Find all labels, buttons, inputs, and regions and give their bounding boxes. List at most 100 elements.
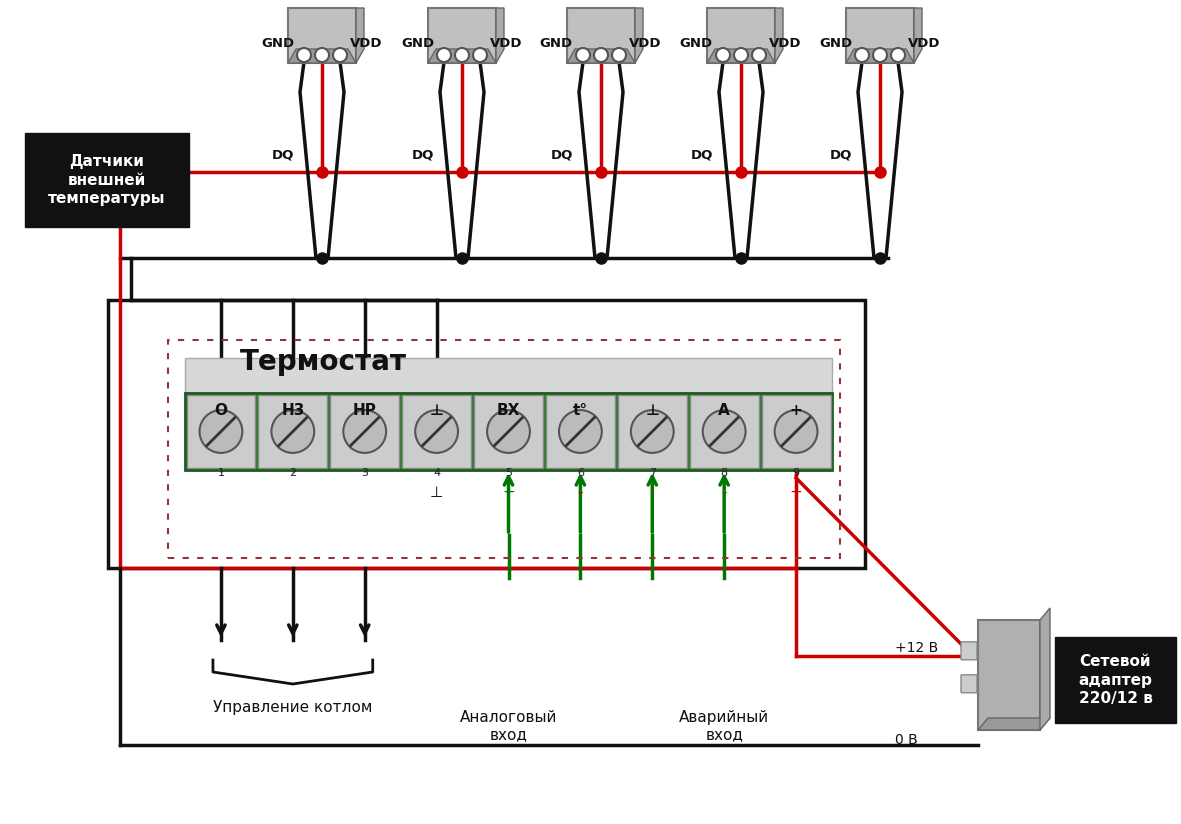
Text: DQ: DQ (829, 148, 852, 162)
Text: +: + (502, 485, 515, 500)
Circle shape (559, 410, 602, 453)
Text: DQ: DQ (691, 148, 713, 162)
Text: GND: GND (540, 36, 573, 49)
Circle shape (416, 410, 458, 453)
Text: VDD: VDD (769, 36, 802, 49)
Text: t°: t° (573, 403, 588, 418)
Circle shape (344, 410, 386, 453)
FancyBboxPatch shape (185, 393, 831, 470)
Text: -: - (578, 485, 583, 500)
Polygon shape (428, 49, 496, 63)
Text: Сетевой
адаптер
220/12 в: Сетевой адаптер 220/12 в (1078, 654, 1153, 706)
FancyBboxPatch shape (331, 395, 399, 468)
Polygon shape (707, 49, 775, 63)
FancyBboxPatch shape (259, 395, 327, 468)
Circle shape (775, 410, 817, 453)
Text: ⊥: ⊥ (430, 403, 444, 418)
Circle shape (487, 410, 530, 453)
FancyBboxPatch shape (618, 395, 686, 468)
FancyBboxPatch shape (846, 8, 914, 63)
Polygon shape (288, 49, 355, 63)
Circle shape (315, 48, 329, 62)
Circle shape (437, 48, 451, 62)
Polygon shape (635, 8, 642, 63)
Circle shape (703, 410, 745, 453)
Text: VDD: VDD (350, 36, 383, 49)
Circle shape (716, 48, 730, 62)
Text: GND: GND (680, 36, 713, 49)
Circle shape (873, 48, 887, 62)
Text: VDD: VDD (490, 36, 522, 49)
Text: A: A (718, 403, 730, 418)
FancyBboxPatch shape (185, 358, 831, 393)
Text: ⊥: ⊥ (430, 485, 443, 500)
Polygon shape (775, 8, 783, 63)
Text: 7: 7 (648, 468, 655, 478)
Circle shape (272, 410, 314, 453)
FancyBboxPatch shape (25, 133, 189, 227)
Circle shape (735, 48, 748, 62)
Circle shape (455, 48, 469, 62)
FancyBboxPatch shape (546, 395, 615, 468)
Text: Аварийный
вход: Аварийный вход (679, 710, 769, 742)
Text: +12 В: +12 В (895, 641, 938, 655)
FancyBboxPatch shape (762, 395, 830, 468)
Text: Управление котлом: Управление котлом (213, 700, 372, 715)
Text: ⊥: ⊥ (645, 403, 659, 418)
Text: O: O (215, 403, 228, 418)
Circle shape (576, 48, 590, 62)
Text: DQ: DQ (272, 148, 294, 162)
Text: 9: 9 (792, 468, 800, 478)
Polygon shape (914, 8, 922, 63)
FancyBboxPatch shape (567, 8, 635, 63)
Polygon shape (978, 718, 1050, 730)
Text: 3: 3 (361, 468, 368, 478)
Text: +: + (790, 485, 802, 500)
FancyBboxPatch shape (961, 675, 977, 693)
FancyBboxPatch shape (1055, 637, 1176, 723)
Text: VDD: VDD (908, 36, 940, 49)
Text: VDD: VDD (629, 36, 661, 49)
Text: Аналоговый
вход: Аналоговый вход (459, 710, 557, 742)
Circle shape (474, 48, 487, 62)
FancyBboxPatch shape (474, 395, 543, 468)
FancyBboxPatch shape (961, 642, 977, 660)
Text: DQ: DQ (412, 148, 433, 162)
Text: GND: GND (818, 36, 852, 49)
FancyBboxPatch shape (978, 620, 1040, 730)
Circle shape (752, 48, 766, 62)
FancyBboxPatch shape (403, 395, 471, 468)
Circle shape (612, 48, 626, 62)
Text: 0 В: 0 В (895, 733, 918, 747)
Text: BX: BX (497, 403, 520, 418)
Polygon shape (355, 8, 364, 63)
FancyBboxPatch shape (187, 395, 255, 468)
Polygon shape (567, 49, 635, 63)
Polygon shape (1040, 608, 1050, 730)
Text: 2: 2 (289, 468, 296, 478)
FancyBboxPatch shape (428, 8, 496, 63)
Polygon shape (846, 49, 914, 63)
Circle shape (890, 48, 905, 62)
Circle shape (855, 48, 869, 62)
Circle shape (333, 48, 347, 62)
Text: 4: 4 (433, 468, 441, 478)
Text: 6: 6 (576, 468, 583, 478)
FancyBboxPatch shape (690, 395, 758, 468)
Text: HP: HP (353, 403, 377, 418)
Text: Термостат: Термостат (240, 348, 407, 376)
Circle shape (631, 410, 673, 453)
Text: GND: GND (400, 36, 433, 49)
Text: DQ: DQ (550, 148, 573, 162)
Circle shape (594, 48, 608, 62)
Text: 8: 8 (720, 468, 727, 478)
Text: +: + (790, 403, 802, 418)
Polygon shape (496, 8, 504, 63)
Text: H3: H3 (281, 403, 305, 418)
Text: Датчики
внешней
температуры: Датчики внешней температуры (48, 154, 165, 206)
FancyBboxPatch shape (288, 8, 355, 63)
Circle shape (296, 48, 311, 62)
Text: -: - (722, 485, 727, 500)
Circle shape (200, 410, 242, 453)
Text: 5: 5 (505, 468, 513, 478)
